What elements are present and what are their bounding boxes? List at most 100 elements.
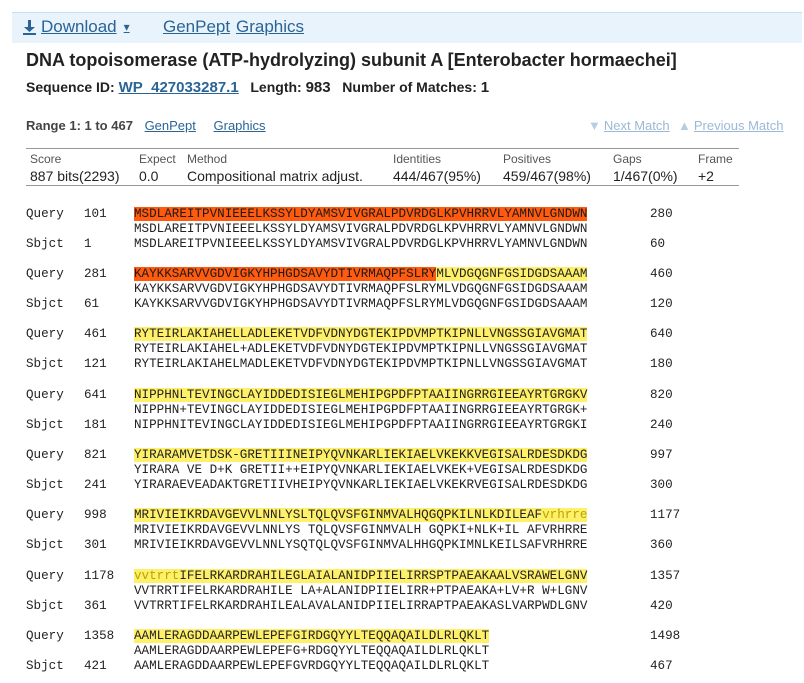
triangle-up-icon: ▲ [678,118,691,133]
match-line: NIPPHN+TEVINGCLAYIDDEDISIEGLMEHIPGPDFPTA… [134,403,588,417]
subject-sequence: NIPPHNITEVINGCLAYIDDEDISIEGLMEHIPGPDFPTA… [134,418,588,432]
query-sequence: YIRARAMVETDSK-GRETIIINEIPYQVNKARLIEKIAEL… [134,448,588,463]
query-sequence: KAYKKSARVVGDVIGKYHPHGDSAVYDTIVRMAQPFSLRY… [134,267,588,282]
range-genpept-link[interactable]: GenPept [144,118,196,133]
highlighted-segment: vrhrre [542,508,588,522]
subject-start: 421 [84,659,107,673]
length-value: 983 [305,79,331,96]
method-value: Compositional matrix adjust. [187,168,363,184]
positives-header: Positives [503,152,552,166]
frame-value: +2 [698,168,714,184]
download-icon [23,19,36,35]
score-table: Score Expect Method Identities Positives… [26,148,739,186]
highlighted-segment: MLVDGQGNFGSIDGDSAAAM [436,267,588,281]
query-end: 1498 [650,629,681,643]
subject-sequence: MSDLAREITPVNIEEELKSSYLDYAMSVIVGRALPDVRDG… [134,237,588,251]
subject-end: 180 [650,357,673,371]
subject-label: Sbjct [26,357,64,371]
gaps-header: Gaps [613,152,642,166]
subject-start: 181 [84,418,107,432]
subject-sequence: MRIVIEIKRDAVGEVVLNNLYSQTQLQVSFGINMVALHHG… [134,538,588,552]
length-label: Length: [250,79,302,95]
query-start: 1358 [84,629,115,643]
subject-label: Sbjct [26,599,64,613]
query-start: 1178 [84,569,115,583]
sequence-id-link[interactable]: WP_427033287.1 [118,79,239,96]
subject-label: Sbjct [26,538,64,552]
matches-value: 1 [480,79,490,96]
subject-label: Sbjct [26,418,64,432]
match-line: MSDLAREITPVNIEEELKSSYLDYAMSVIVGRALPDVRDG… [134,222,588,236]
query-sequence: MRIVIEIKRDAVGEVVLNNLYSLTQLQVSFGINMVALHQG… [134,508,588,523]
query-end: 280 [650,207,673,221]
query-label: Query [26,207,64,221]
query-label: Query [26,267,64,281]
match-line: RYTEIRLAKIAHEL+ADLEKETVDFVDNYDGTEKIPDVMP… [134,342,588,356]
subject-sequence: KAYKKSARVVGDVIGKYHPHGDSAVYDTIVRMAQPFSLRY… [134,297,588,311]
match-line: AAMLERAGDDAARPEWLEPEFG+RDGQYYLTEQQAQAILD… [134,644,490,658]
query-sequence: vvtrrtIFELRKARDRAHILEGLAIALANIDPIIELIRRS… [134,569,588,584]
subject-start: 1 [84,237,92,251]
graphics-link[interactable]: Graphics [236,17,305,36]
query-end: 1357 [650,569,681,583]
genpept-link[interactable]: GenPept [163,17,231,36]
highlighted-segment: RYTEIRLAKIAHELLADLEKETVDFVDNYDGTEKIPDVMP… [134,327,588,341]
subject-end: 120 [650,297,673,311]
identities-value: 444/467(95%) [393,168,481,184]
matches-label: Number of Matches: [342,79,477,95]
subject-label: Sbjct [26,659,64,673]
query-label: Query [26,569,64,583]
subject-start: 241 [84,478,107,492]
toolbar: Download ▾ GenPept Graphics [12,12,802,43]
subject-start: 361 [84,599,107,613]
subject-sequence: RYTEIRLAKIAHELMADLEKETVDFVDNYDGTEKIPDVMP… [134,357,588,371]
subject-end: 240 [650,418,673,432]
query-start: 641 [84,388,107,402]
page-title: DNA topoisomerase (ATP-hydrolyzing) subu… [26,50,677,70]
query-start: 998 [84,508,107,522]
query-label: Query [26,388,64,402]
score-value: 887 bits(2293) [30,168,120,184]
triangle-down-icon: ▼ [588,118,601,133]
subject-sequence: VVTRRTIFELRKARDRAHILEALAVALANIDPIIELIRRA… [134,599,588,613]
range-graphics-link[interactable]: Graphics [213,118,266,133]
download-menu[interactable]: Download ▾ [22,17,130,37]
previous-match-link[interactable]: ▲ Previous Match [678,118,783,133]
query-end: 640 [650,327,673,341]
highlighted-segment: YIRARAMVETDSK-GRETIIINEIPYQVNKARLIEKIAEL… [134,448,588,462]
next-match-label[interactable]: Next Match [603,118,670,133]
query-label: Query [26,508,64,522]
subject-start: 121 [84,357,107,371]
query-sequence: AAMLERAGDDAARPEWLEPEFGIRDGQYYLTEQQAQAILD… [134,629,490,644]
subject-label: Sbjct [26,237,64,251]
subject-sequence: AAMLERAGDDAARPEWLEPEFGVRDGQYYLTEQQAQAILD… [134,659,490,673]
subject-end: 60 [650,237,666,251]
query-label: Query [26,629,64,643]
next-match-link[interactable]: ▼ Next Match [588,118,670,133]
query-sequence: MSDLAREITPVNIEEELKSSYLDYAMSVIVGRALPDVRDG… [134,207,588,222]
subject-label: Sbjct [26,297,64,311]
query-label: Query [26,327,64,341]
highlighted-segment: AAMLERAGDDAARPEWLEPEFGIRDGQYYLTEQQAQAILD… [134,629,490,643]
query-end: 460 [650,267,673,281]
query-start: 281 [84,267,107,281]
previous-match-label[interactable]: Previous Match [693,118,784,133]
query-start: 821 [84,448,107,462]
sequence-info: Sequence ID: WP_427033287.1 Length: 983 … [26,79,489,96]
highlighted-segment: NIPPHNLTEVINGCLAYIDDEDISIEGLMEHIPGPDFPTA… [134,388,588,402]
match-line: VVTRRTIFELRKARDRAHILE LA+ALANIDPIIELIRR+… [134,584,588,598]
match-line: MRIVIEIKRDAVGEVVLNNLYS TQLQVSFGINMVALH G… [134,523,588,537]
chevron-down-icon[interactable]: ▾ [123,20,130,34]
identities-header: Identities [393,152,442,166]
expect-value: 0.0 [139,168,159,184]
download-label[interactable]: Download [41,17,117,36]
highlighted-segment: vvtrrt [134,569,180,583]
positives-value: 459/467(98%) [503,168,591,184]
match-line: YIRARA VE D+K GRETII++EIPYQVNKARLIEKIAEL… [134,463,588,477]
expect-header: Expect [139,152,176,166]
range-row: Range 1: 1 to 467 GenPept Graphics [26,118,266,133]
match-line: KAYKKSARVVGDVIGKYHPHGDSAVYDTIVRMAQPFSLRY… [134,282,588,296]
range-label: Range 1: 1 to 467 [26,118,133,133]
query-end: 820 [650,388,673,402]
query-sequence: NIPPHNLTEVINGCLAYIDDEDISIEGLMEHIPGPDFPTA… [134,388,588,403]
